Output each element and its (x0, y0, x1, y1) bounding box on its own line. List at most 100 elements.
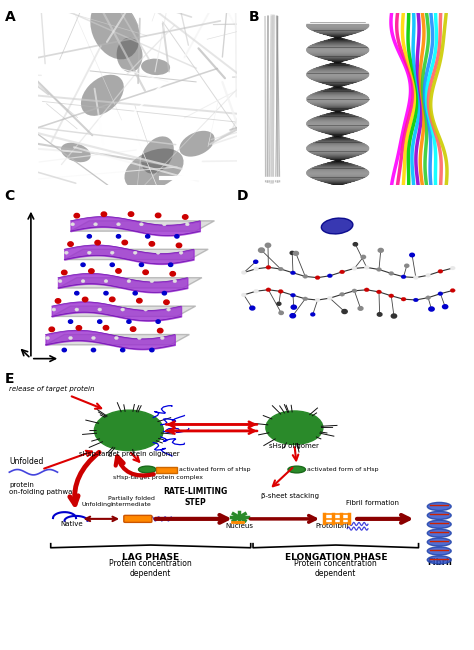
Circle shape (89, 269, 94, 273)
Circle shape (376, 290, 382, 294)
Circle shape (150, 280, 154, 283)
Ellipse shape (427, 502, 451, 510)
Circle shape (254, 289, 259, 293)
Text: Unfolding: Unfolding (82, 502, 112, 507)
Circle shape (265, 243, 271, 247)
Circle shape (401, 275, 406, 279)
Circle shape (278, 289, 283, 293)
Circle shape (291, 271, 295, 275)
Bar (156, 467, 177, 473)
Circle shape (155, 213, 161, 218)
Circle shape (55, 299, 61, 303)
Polygon shape (58, 278, 202, 288)
Circle shape (328, 296, 332, 300)
Circle shape (277, 302, 281, 305)
Circle shape (116, 268, 121, 273)
Circle shape (117, 223, 120, 226)
Text: Fibril formation: Fibril formation (346, 500, 399, 506)
Circle shape (163, 223, 166, 226)
Circle shape (328, 274, 332, 278)
Circle shape (156, 251, 160, 254)
Circle shape (173, 280, 177, 283)
Ellipse shape (427, 538, 451, 546)
Circle shape (137, 298, 142, 303)
Circle shape (68, 242, 73, 246)
Circle shape (62, 348, 66, 352)
Ellipse shape (288, 466, 305, 473)
Circle shape (401, 297, 406, 301)
Ellipse shape (81, 75, 124, 116)
Circle shape (120, 348, 125, 352)
Text: RATE-LIMITING
STEP: RATE-LIMITING STEP (164, 488, 228, 506)
Circle shape (438, 269, 443, 273)
Circle shape (121, 308, 125, 311)
Text: sHsp oligomer: sHsp oligomer (269, 443, 319, 449)
Circle shape (352, 266, 357, 270)
Circle shape (182, 214, 188, 219)
Circle shape (429, 307, 434, 311)
Ellipse shape (125, 148, 183, 190)
Circle shape (169, 263, 173, 266)
Circle shape (160, 337, 164, 339)
Circle shape (311, 313, 315, 316)
Text: activated form of sHsp: activated form of sHsp (180, 467, 251, 472)
Circle shape (94, 223, 98, 226)
Text: E: E (5, 372, 14, 387)
Circle shape (75, 291, 79, 295)
Circle shape (109, 297, 115, 302)
Circle shape (426, 296, 430, 300)
Circle shape (91, 348, 96, 352)
Ellipse shape (427, 547, 451, 555)
Circle shape (91, 337, 95, 339)
Circle shape (377, 313, 382, 316)
Circle shape (315, 298, 320, 302)
Circle shape (443, 305, 448, 309)
Circle shape (98, 308, 101, 311)
Circle shape (144, 308, 147, 311)
Circle shape (46, 337, 49, 339)
Circle shape (87, 251, 91, 254)
Circle shape (258, 248, 264, 252)
Circle shape (438, 292, 443, 296)
Circle shape (68, 320, 73, 323)
Circle shape (278, 267, 283, 271)
Circle shape (76, 326, 82, 330)
Text: Partially folded
Intermediate: Partially folded Intermediate (108, 496, 155, 507)
Circle shape (71, 223, 74, 226)
Circle shape (49, 327, 55, 332)
Circle shape (87, 235, 91, 238)
Circle shape (303, 274, 308, 278)
Text: protein
on-folding pathway: protein on-folding pathway (9, 482, 77, 495)
Circle shape (69, 337, 73, 339)
Circle shape (104, 291, 108, 295)
Circle shape (290, 252, 294, 255)
Circle shape (266, 265, 271, 269)
Text: D: D (237, 188, 248, 203)
Text: sHsp-target protein complex: sHsp-target protein complex (113, 475, 203, 480)
Ellipse shape (427, 529, 451, 537)
Ellipse shape (61, 143, 91, 162)
Text: Protein concentration
dependent: Protein concentration dependent (109, 558, 192, 578)
Circle shape (143, 270, 148, 274)
Ellipse shape (141, 58, 170, 75)
Circle shape (339, 292, 345, 296)
Text: Protofibril: Protofibril (316, 523, 349, 529)
Circle shape (103, 326, 109, 330)
Ellipse shape (90, 0, 140, 59)
Text: B: B (249, 10, 259, 24)
Circle shape (391, 314, 397, 318)
Circle shape (175, 235, 179, 238)
Text: Protein concentration
dependent: Protein concentration dependent (294, 558, 377, 578)
Circle shape (266, 411, 323, 445)
Circle shape (405, 264, 409, 267)
Circle shape (157, 328, 163, 333)
Text: activated form of sHsp: activated form of sHsp (307, 467, 379, 472)
Circle shape (353, 242, 357, 246)
Ellipse shape (427, 520, 451, 528)
Ellipse shape (321, 218, 353, 234)
Circle shape (128, 212, 134, 216)
Circle shape (293, 252, 299, 255)
Circle shape (254, 267, 259, 270)
Circle shape (342, 309, 347, 313)
Circle shape (162, 291, 166, 295)
